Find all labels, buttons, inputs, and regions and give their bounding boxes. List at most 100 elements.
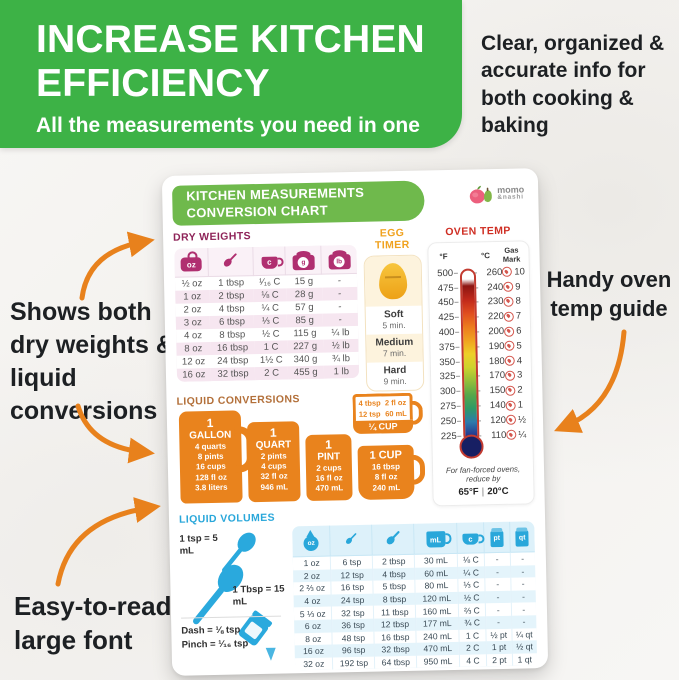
dash-note: Dash = ⅛ tsp [181, 624, 241, 637]
column-header-tbsp [208, 246, 254, 277]
table-cell: - [484, 552, 511, 566]
oven-footer-values: 65°F | 20°C [436, 485, 530, 499]
table-cell: 4 C [459, 654, 487, 668]
table-cell: ¼ qt [511, 627, 538, 641]
table-cell: 32 tbsp [374, 642, 417, 657]
spoon-icon [223, 252, 237, 267]
oven-footer-f: 65°F [458, 486, 479, 498]
brand-logo: momo &nashi [468, 182, 524, 205]
table-cell: 30 mL [414, 553, 458, 568]
liquid-volumes-table-wrap: oz mL [291, 520, 539, 672]
table-cell: 4 oz [183, 330, 203, 342]
table-cell: ⅔ C [458, 603, 486, 617]
table-cell: 16 oz [294, 644, 333, 659]
table-cell: ¾ lb [331, 353, 351, 365]
quarter-cup-body: 4 tbsp 12 tsp 2 fl oz 60 mL [352, 392, 413, 422]
column-header-ml: mL [413, 522, 458, 555]
drop-icon: oz [303, 535, 319, 552]
liquid-volumes-header-row: oz mL [291, 520, 536, 557]
table-cell: 96 tsp [332, 643, 375, 658]
table-cell: 2 pt [486, 653, 513, 668]
cup-icon: c [462, 533, 479, 545]
flame-icon [502, 267, 513, 278]
table-cell: - [322, 312, 359, 327]
dry-weights-body: ½ oz 1 tbsp ¹⁄₁₆ C 15 g-1 oz 2 tbsp ⅛ C 28 g-2… [174, 273, 360, 383]
column-header-cup: c [456, 521, 485, 554]
table-cell: 177 mL [415, 616, 459, 631]
table-cell: 2 C [458, 641, 487, 655]
oven-temp-title: OVEN TEMP [445, 224, 511, 239]
table-cell: 16 tbsp [374, 630, 417, 644]
table-cell: 470 mL [416, 642, 460, 656]
table-cell: 12 tsp [331, 568, 374, 582]
table-cell: 12 oz [181, 356, 206, 368]
gallon-line: 3.8 liters [195, 482, 228, 493]
table-cell: ¹⁄₁₆ C [258, 276, 281, 288]
table-cell: - [510, 590, 537, 604]
table-cell: - [511, 615, 537, 629]
oven-header-f: °F [439, 251, 448, 261]
pint-qty: 1 [324, 437, 332, 452]
table-cell: 16 tbsp [210, 341, 255, 356]
flame-icon [504, 355, 515, 367]
egg-timer-item-soft: Soft 5 min. [366, 306, 423, 335]
liquid-volumes-section: LIQUID VOLUMES 1 tsp = 5 mL [179, 506, 539, 672]
table-cell: - [337, 275, 342, 287]
column-header-pt: pt [483, 521, 510, 553]
table-cell: 8 oz [175, 342, 211, 356]
dry-weights-header-row: oz c g lb [173, 244, 358, 278]
dry-weights-table: oz c g lb ½ oz 1 tbsp ¹⁄₁₆ C 15 g-1 oz 2 tbs… [173, 243, 361, 383]
table-cell: 160 mL [415, 604, 459, 618]
flame-icon [503, 296, 514, 307]
scale-pounds-icon: lb [328, 253, 351, 270]
liquid-volumes-legend: 1 tsp = 5 mL 1 Tbsp = 15 mL Dash = ⅛ tsp… [179, 527, 288, 663]
egg-timer-item-hard: Hard 9 min. [367, 362, 424, 391]
chart-title-line2: CONVERSION CHART [186, 202, 329, 221]
pinch-note: Pinch = ¹⁄₁₆ tsp [181, 638, 249, 651]
pint-unit: PINT [317, 450, 341, 463]
table-cell: 80 mL [415, 579, 458, 593]
table-cell: 16 oz [176, 368, 211, 383]
table-cell: 4 oz [293, 594, 332, 608]
table-cell: 60 mL [414, 566, 458, 580]
column-header-grams: g [285, 245, 322, 275]
table-cell: 8 oz [293, 632, 333, 646]
table-cell: 8 tbsp [373, 592, 416, 607]
table-cell: 32 tsp [331, 606, 374, 620]
table-cell: 115 g [293, 327, 317, 340]
pint-carton-icon: 1 PINT 2 cups 16 fl oz 470 mL [305, 434, 353, 502]
quarter-cup-label: ¼ CUP [352, 419, 414, 435]
table-cell: - [321, 286, 358, 301]
column-header-qt: qt [509, 520, 536, 553]
table-cell: ½ C [457, 591, 486, 605]
column-header-tsp [330, 524, 373, 557]
table-cell: 455 g [287, 365, 324, 380]
table-cell: - [510, 564, 536, 578]
egg-timer-item-medium: Medium 7 min. [366, 333, 423, 363]
quart-line: 946 mL [260, 482, 289, 492]
table-cell: ⅛ C [253, 288, 287, 303]
oven-temp-footer: For fan-forced ovens, reduce by 65°F | 20°… [436, 464, 531, 499]
dry-weights-section: DRY WEIGHTS oz c g lb ½ [172, 228, 361, 383]
brand-name-bottom: &nashi [497, 193, 524, 202]
headline-banner: INCREASE KITCHEN EFFICIENCY All the meas… [0, 0, 462, 148]
egg-icon [378, 262, 408, 300]
table-cell: 8 tbsp [219, 329, 246, 341]
table-cell: 2 oz [292, 569, 332, 583]
oven-footer-c: 20°C [487, 485, 509, 498]
table-cell: 1 C [458, 628, 487, 643]
column-header-oz: oz [173, 247, 209, 278]
table-cell: ½ pt [485, 628, 512, 642]
quarter-cup-right: 2 fl oz 60 mL [385, 398, 407, 419]
oven-header-gas: Gas Mark [502, 245, 521, 264]
egg-medium-time: 7 min. [382, 347, 407, 359]
measuring-jug-icon: mL [425, 531, 446, 548]
table-cell: - [484, 565, 511, 579]
peach-pear-icon [469, 185, 492, 204]
oven-footer-line2: reduce by [466, 474, 501, 484]
dry-weights-title: DRY WEIGHTS [172, 230, 252, 244]
liquid-volumes-body: 1 oz 6 tsp 2 tbsp 30 mL ⅛ C--2 oz 12 tsp 4 tbs… [292, 551, 538, 672]
oven-temp-header: °F °C Gas Mark [431, 245, 525, 265]
conversion-chart-card: KITCHEN MEASUREMENTS CONVERSION CHART mo… [161, 168, 549, 676]
table-cell: 2 tbsp [372, 554, 415, 569]
